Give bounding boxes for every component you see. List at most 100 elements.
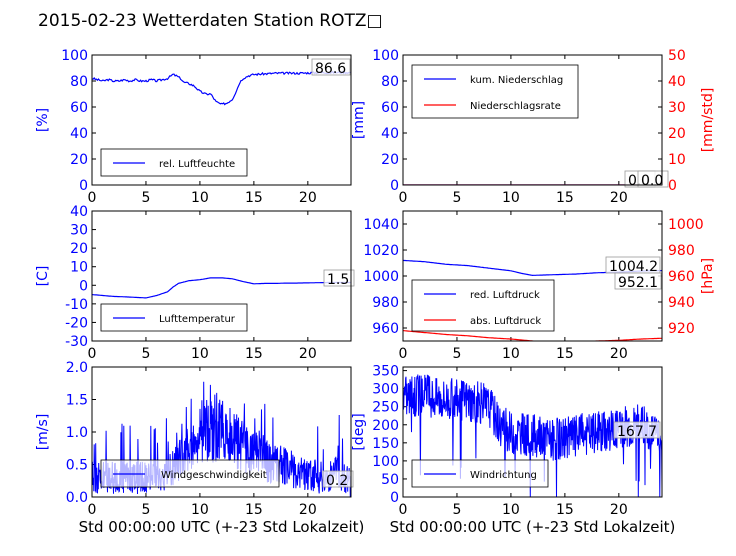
value-label: 1004.2: [609, 259, 658, 275]
x-tick-label: 20: [299, 502, 317, 518]
y-tick-label: 350: [372, 364, 399, 380]
x-tick-label: 15: [245, 502, 263, 518]
y-tick-label: 50: [381, 472, 399, 488]
y-tick-label: 40: [381, 126, 399, 142]
y-tick-label: 40: [70, 204, 88, 220]
x-tick-label: 0: [88, 346, 97, 362]
y-tick-label: 300: [372, 382, 399, 398]
x-tick-label: 10: [191, 190, 209, 206]
y-tick-label: 1.5: [66, 393, 88, 409]
legend-box: [411, 64, 579, 119]
y-tick-label: 1040: [363, 217, 399, 233]
y-tick-label-right: 920: [668, 321, 695, 337]
y-tick-label: 60: [70, 100, 88, 116]
y-tick-label: 200: [372, 418, 399, 434]
y-tick-label: 0: [390, 490, 399, 506]
panel-pressure: 0 5 10 15 20 960 980 1000 1020 1040 920 940 960 980 10…: [363, 210, 716, 362]
value-label: 0.0: [641, 173, 663, 189]
x-tick-label: 0: [88, 502, 97, 518]
legend-label: kum. Niederschlag: [470, 75, 563, 86]
x-tick-label: 15: [245, 190, 263, 206]
y-axis-label: [%]: [35, 108, 51, 132]
legend-label: red. Luftdruck: [470, 290, 540, 301]
x-tick-label: 15: [245, 346, 263, 362]
axes-frame: [91, 54, 352, 186]
y-tick-label-right: 1000: [668, 217, 704, 233]
legend-label: Lufttemperatur: [159, 314, 236, 325]
panel-temperature: 0 5 10 15 20 -30 -20 -10 0 10 20 30 40 [C] 1.5 Lufttemp…: [35, 204, 355, 362]
x-axis-label: Std 00:00:00 UTC (+-23 Std Lokalzeit): [390, 518, 676, 536]
x-tick-label: 10: [502, 346, 520, 362]
y-tick-label: 80: [381, 74, 399, 90]
x-tick-label: 5: [452, 346, 461, 362]
x-tick-label: 20: [299, 190, 317, 206]
axes-frame: [91, 210, 352, 342]
x-tick-label: 5: [141, 190, 150, 206]
y-tick-label: 0: [79, 278, 88, 294]
y-tick-label: 1020: [363, 243, 399, 259]
x-tick-label: 20: [299, 346, 317, 362]
y-tick-label: 0.0: [66, 490, 88, 506]
y-tick-label-right: 980: [668, 243, 695, 259]
x-tick-label: 10: [191, 502, 209, 518]
y-tick-label: 100: [61, 48, 88, 64]
y-tick-label-right: 10: [668, 152, 686, 168]
y-tick-label: 40: [70, 126, 88, 142]
y-tick-label: 0: [79, 178, 88, 194]
legend-box: [411, 279, 555, 332]
y-tick-label-right: 40: [668, 74, 686, 90]
value-label: 0.2: [326, 473, 348, 489]
y-tick-label: 60: [381, 100, 399, 116]
panel-humidity: 0 5 10 15 20 0 20 40 60 80 100 [%] 86.6 rel. Luftfeuc…: [35, 48, 352, 206]
y-tick-label: 980: [372, 295, 399, 311]
y-tick-label: 150: [372, 436, 399, 452]
x-tick-label: 15: [556, 346, 574, 362]
value-label-box: [613, 421, 661, 439]
y-tick-label: 20: [70, 152, 88, 168]
y-tick-label-right: 30: [668, 100, 686, 116]
series-line-0: [92, 70, 351, 106]
legend-label: abs. Luftdruck: [470, 316, 541, 327]
y-tick-label: 10: [70, 260, 88, 276]
y-tick-label-right: 940: [668, 295, 695, 311]
y-tick-label-right: 50: [668, 48, 686, 64]
y-axis-label-right: [mm/std]: [700, 88, 716, 153]
series-line-0: [92, 277, 351, 299]
y-axis-label-right: [hPa]: [700, 258, 716, 294]
x-tick-label: 0: [399, 502, 408, 518]
y-tick-label: 250: [372, 400, 399, 416]
y-tick-label: 20: [381, 152, 399, 168]
value-label-box: [637, 170, 669, 188]
y-tick-label: -20: [65, 315, 88, 331]
plot-area: [92, 277, 351, 299]
x-tick-label: 20: [610, 190, 628, 206]
x-tick-label: 5: [452, 502, 461, 518]
y-axis-label: [mm]: [351, 101, 367, 139]
legend-label: rel. Luftfeuchte: [159, 159, 235, 170]
x-tick-label: 20: [610, 502, 628, 518]
y-tick-label: 100: [372, 48, 399, 64]
y-axis-label: [C]: [35, 266, 51, 287]
legend-label: Windrichtung: [470, 470, 537, 481]
y-tick-label: 0.5: [66, 458, 88, 474]
y-tick-label: 2.0: [66, 360, 88, 376]
y-tick-label: -30: [65, 334, 88, 350]
x-tick-label: 0: [88, 190, 97, 206]
axes-frame: [402, 210, 663, 342]
y-tick-label: 20: [70, 241, 88, 257]
x-axis-label: Std 00:00:00 UTC (+-23 Std Lokalzeit): [79, 518, 365, 536]
y-tick-label-right: 20: [668, 126, 686, 142]
value-label: 952.1: [618, 275, 658, 291]
x-tick-label: 10: [191, 346, 209, 362]
value-label-box: [614, 272, 662, 290]
panel-precipitation: 0 5 10 15 20 0 20 40 60 80 100 0 10 20 30 40 50 [mm] [mm/s…: [351, 48, 716, 206]
x-tick-label: 15: [556, 502, 574, 518]
series-line-1: [403, 330, 662, 341]
x-tick-label: 20: [610, 346, 628, 362]
x-tick-label: 10: [502, 502, 520, 518]
y-tick-label: 960: [372, 321, 399, 337]
x-tick-label: 15: [556, 190, 574, 206]
y-tick-label-right: 960: [668, 269, 695, 285]
y-axis-label: [deg]: [351, 413, 367, 450]
